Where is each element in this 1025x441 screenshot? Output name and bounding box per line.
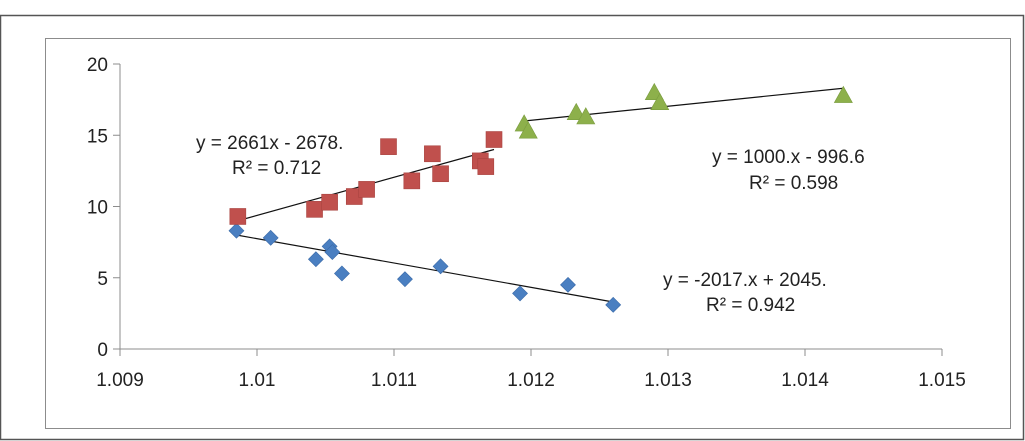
r2-label-triangle-series: R² = 0.598 <box>749 173 838 194</box>
diamond-marker <box>605 296 622 313</box>
triangle-marker <box>566 102 586 120</box>
equation-label-square-series: y = 2661x - 2678. <box>196 133 343 154</box>
diamond-marker <box>228 222 245 239</box>
triangle-marker <box>833 85 853 103</box>
y-tick-label: 5 <box>97 269 108 290</box>
y-tick-label: 20 <box>87 55 108 76</box>
square-marker <box>485 131 503 148</box>
square-marker <box>229 208 247 225</box>
r2-label-square-series: R² = 0.712 <box>232 158 321 179</box>
triangle-marker <box>518 121 538 139</box>
diamond-marker <box>307 251 324 268</box>
x-tick-label: 1.014 <box>781 370 829 391</box>
square-marker <box>424 145 441 163</box>
x-tick-label: 1.01 <box>239 370 276 391</box>
x-tick-label: 1.015 <box>918 370 966 391</box>
x-tick-label: 1.011 <box>371 370 417 391</box>
diamond-marker <box>334 265 350 282</box>
trendline-diamond-series <box>236 234 614 303</box>
data-markers <box>228 82 853 313</box>
y-tick-label: 0 <box>97 340 108 361</box>
triangle-marker <box>576 107 596 125</box>
diamond-marker <box>560 276 576 293</box>
square-marker <box>380 138 397 155</box>
square-marker <box>432 165 449 183</box>
square-marker <box>477 158 495 175</box>
triangle-marker <box>650 92 670 110</box>
r2-label-diamond-series: R² = 0.942 <box>706 295 795 316</box>
diamond-marker <box>512 285 528 302</box>
y-tick-label: 10 <box>87 198 108 219</box>
x-tick-label: 1.009 <box>96 370 144 391</box>
square-marker <box>306 201 323 218</box>
equation-label-diamond-series: y = -2017.x + 2045. <box>663 270 827 291</box>
chart-area-border <box>45 38 1011 429</box>
diamond-marker <box>432 258 449 275</box>
square-marker <box>403 172 421 190</box>
axes: 0 5 10 15 20 1.009 1.01 1.011 1.012 1.013 1.014 1.0… <box>87 55 966 391</box>
diamond-marker <box>397 271 413 288</box>
diamond-marker <box>262 229 279 246</box>
x-tick-label: 1.013 <box>644 370 692 391</box>
diamond-marker <box>324 244 341 261</box>
equation-label-triangle-series: y = 1000.x - 996.6 <box>712 147 865 168</box>
square-marker <box>321 193 338 211</box>
square-marker <box>358 181 375 198</box>
y-tick-label: 15 <box>87 126 108 147</box>
x-tick-label: 1.012 <box>507 370 555 391</box>
